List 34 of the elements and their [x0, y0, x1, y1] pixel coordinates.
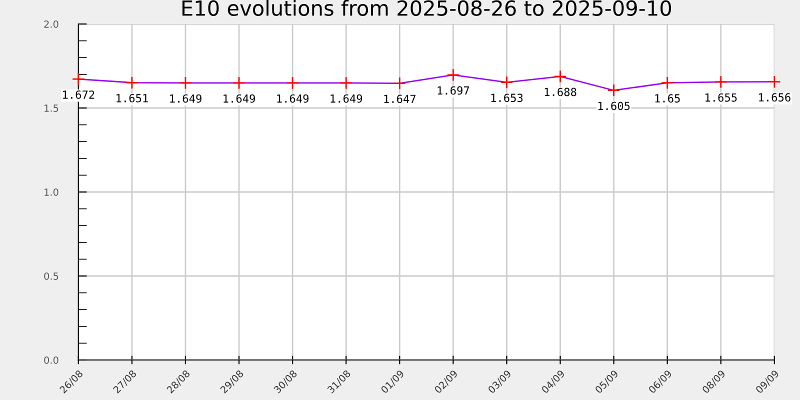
- data-label: 1.649: [224, 94, 255, 103]
- y-tick-label: 1.0: [44, 188, 58, 196]
- y-tick-label: 2.0: [44, 20, 58, 28]
- point: [178, 76, 192, 90]
- point: [714, 75, 728, 88]
- point: [232, 76, 246, 90]
- data-label: 1.672: [63, 90, 94, 99]
- data-label: 1.649: [277, 94, 309, 103]
- point: [125, 76, 138, 90]
- data-label: 1.65: [655, 94, 680, 103]
- data-label: 1.649: [170, 94, 202, 103]
- data-label: 1.655: [705, 93, 737, 102]
- data-label: 1.649: [330, 94, 362, 103]
- data-label: 1.653: [491, 94, 523, 102]
- data-label: 1.647: [384, 94, 416, 104]
- y-tick-label: 1.5: [44, 104, 58, 112]
- data-label: 1.697: [438, 86, 470, 95]
- chart-title: E10 evolutions from 2025-08-26 to 2025-09-10: [182, 0, 671, 16]
- data-label: 1.605: [598, 102, 630, 110]
- point: [340, 76, 353, 90]
- point: [607, 84, 620, 97]
- point: [393, 76, 406, 90]
- point: [72, 72, 85, 86]
- data-label: 1.656: [759, 93, 790, 102]
- y-tick-label: 0.0: [44, 356, 58, 364]
- point: [500, 76, 514, 89]
- point: [768, 75, 781, 88]
- point: [286, 76, 300, 90]
- point: [660, 76, 674, 90]
- point: [554, 70, 567, 83]
- y-tick-label: 0.5: [44, 272, 58, 280]
- point: [446, 68, 460, 82]
- data-label: 1.688: [544, 88, 576, 96]
- data-label: 1.651: [116, 94, 148, 102]
